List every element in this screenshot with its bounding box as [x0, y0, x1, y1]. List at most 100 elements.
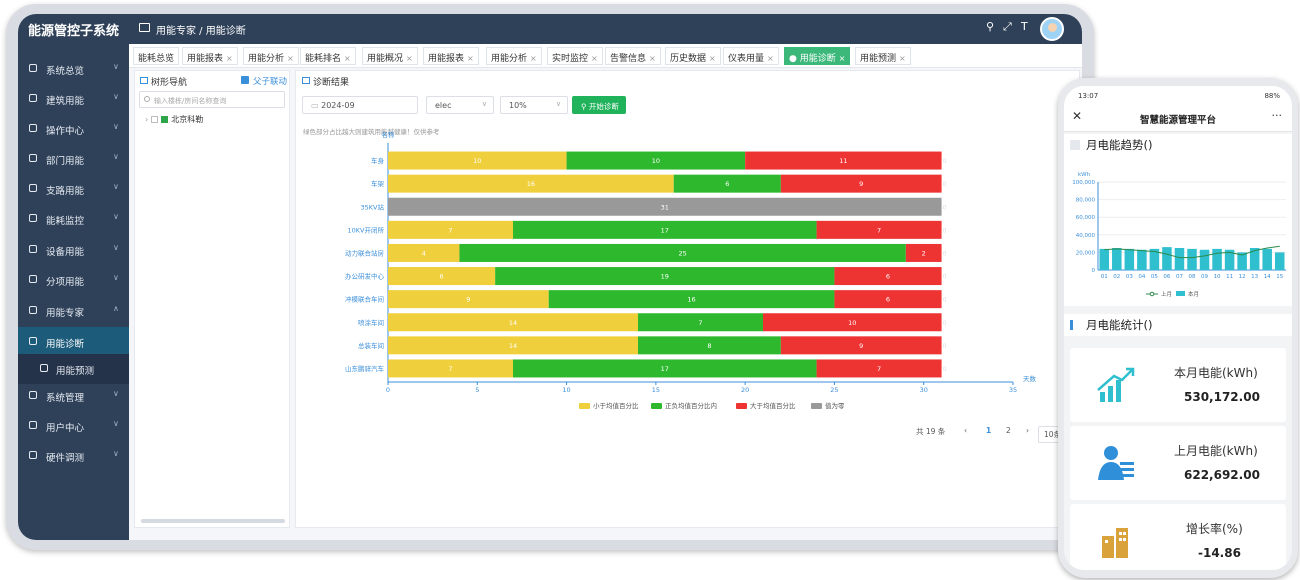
close-icon[interactable]: ✕ [1072, 109, 1083, 123]
category-label: 动力联合站房 [345, 248, 384, 257]
close-icon[interactable]: × [467, 54, 474, 63]
tab-9[interactable]: 历史数据 × [665, 47, 721, 65]
prev-page-button[interactable]: ‹ [964, 426, 967, 435]
legend-label: 小于均值百分比 [593, 401, 639, 410]
sidebar-item-dashboard[interactable]: 系统总览 ∨ [18, 54, 129, 84]
tree-scrollbar[interactable] [141, 519, 285, 523]
x-tick-label: 14 [1264, 274, 1271, 280]
phone-title: 智慧能源管理平台 [1139, 115, 1216, 126]
bar-segment [566, 151, 746, 170]
close-icon[interactable]: × [287, 54, 294, 63]
tab-1[interactable]: 用能报表 × [182, 47, 238, 65]
y-tick-label: 60,000 [1076, 215, 1096, 221]
bar-value-label: 9 [859, 342, 863, 350]
sidebar-item-building[interactable]: 建筑用能 ∨ [18, 84, 129, 114]
tablet-frame: 能源管控子系统 用能专家 / 用能诊断 ⚲ ⤢ T 系统总览 ∨ 建筑用能 ∨ 操作中心… [6, 4, 1094, 550]
close-icon[interactable]: × [649, 54, 656, 63]
status-time: 13:07 [1078, 92, 1099, 100]
search-icon[interactable]: ⚲ [986, 20, 995, 33]
bar-value-label: 17 [661, 226, 669, 234]
next-page-button[interactable]: › [1026, 426, 1029, 435]
close-icon[interactable]: × [899, 54, 906, 63]
y-tick-label: 80,000 [1076, 198, 1096, 204]
close-icon[interactable]: × [344, 54, 351, 63]
sidebar-item-label: 用户中心 [46, 423, 85, 434]
tree-search-input[interactable]: 输入楼栋/房间名称查询 [139, 91, 285, 108]
close-icon[interactable]: × [838, 54, 846, 63]
legend-swatch [579, 403, 590, 409]
link-checkbox[interactable] [241, 76, 249, 84]
close-icon[interactable]: × [709, 54, 716, 63]
tree-node-checkbox[interactable] [151, 116, 159, 123]
trend-bar [1187, 248, 1197, 270]
status-bar: 13:07 88% [1064, 86, 1292, 104]
tab-7[interactable]: 实时监控 × [547, 47, 603, 65]
total-count: 共 19 条 [916, 427, 946, 436]
close-icon[interactable]: × [767, 54, 774, 63]
sidebar-item-user[interactable]: 用户中心 ∨ [18, 411, 129, 441]
phone-header: ✕ 智慧能源管理平台 ··· [1064, 104, 1292, 132]
start-diagnosis-button[interactable]: ⚲ 开始诊断 [572, 96, 626, 114]
sidebar-item-department[interactable]: 部门用能 ∨ [18, 144, 129, 174]
section-icon [1070, 140, 1080, 150]
sidebar-item-grid[interactable]: 操作中心 ∨ [18, 114, 129, 144]
close-icon[interactable]: × [591, 54, 598, 63]
tab-12[interactable]: 用能预测 × [855, 47, 911, 65]
sidebar-item-diagnosis[interactable]: 用能诊断 [18, 327, 129, 357]
bar-value-label: 14 [509, 319, 517, 327]
threshold-select[interactable]: 10% ∨ [500, 96, 568, 114]
breadcrumb-icon [139, 23, 150, 32]
chevron-icon: ∨ [113, 419, 119, 428]
tab-label: 用能报表 [428, 54, 465, 64]
bar-value-label: 25 [679, 249, 687, 257]
sidebar-item-label: 硬件调测 [46, 453, 85, 464]
date-filter[interactable]: ▭ 2024-09 [302, 96, 418, 114]
bar-value-label: 17 [661, 365, 669, 373]
sidebar-item-label: 用能预测 [56, 366, 95, 377]
sidebar-item-device[interactable]: 设备用能 ∨ [18, 235, 129, 265]
chevron-icon: ∨ [113, 449, 119, 458]
search-icon: ⚲ [581, 102, 589, 111]
tree-node[interactable]: › 北京科勒 [145, 115, 204, 124]
sidebar-item-gear[interactable]: 系统管理 ∨ [18, 381, 129, 411]
tab-10[interactable]: 仪表用量 × [723, 47, 779, 65]
bar-segment [513, 359, 817, 378]
page-2-button[interactable]: 2 [1006, 426, 1011, 435]
chevron-icon: ∨ [113, 62, 119, 71]
tab-label: 用能分析 [491, 54, 528, 64]
bar-end-marker: 0 [943, 297, 947, 304]
tab-4[interactable]: 用能概况 × [362, 47, 418, 65]
chevron-icon: ∨ [113, 122, 119, 131]
tab-11[interactable]: ● 用能诊断 × [784, 47, 851, 65]
sidebar-item-pie[interactable]: 分项用能 ∨ [18, 265, 129, 295]
trend-chart: kWh 100,000 80,000 60,000 40,000 20,000 0 01 02 0… [1064, 156, 1292, 306]
page-1-button[interactable]: 1 [986, 426, 992, 435]
font-size-icon[interactable]: T [1021, 20, 1028, 33]
tab-5[interactable]: 用能报表 × [423, 47, 479, 65]
close-icon[interactable]: × [406, 54, 413, 63]
tab-6[interactable]: 用能分析 × [486, 47, 542, 65]
legend-label: 正负均值百分比内 [665, 401, 717, 410]
sidebar-item-forecast[interactable]: 用能预测 [18, 354, 129, 384]
bar-value-label: 6 [886, 296, 890, 304]
tab-0[interactable]: 能耗总览 [133, 47, 180, 65]
tab-3[interactable]: 能耗排名 × [300, 47, 356, 65]
tab-2[interactable]: 用能分析 × [243, 47, 299, 65]
trend-up-icon [1097, 367, 1135, 402]
trend-bar [1212, 248, 1222, 270]
avatar[interactable] [1040, 17, 1064, 41]
tab-8[interactable]: 告警信息 × [605, 47, 661, 65]
close-icon[interactable]: × [226, 54, 233, 63]
close-icon[interactable]: × [530, 54, 537, 63]
sidebar-item-monitor[interactable]: 能耗监控 ∨ [18, 204, 129, 234]
more-icon[interactable]: ··· [1271, 109, 1283, 122]
tab-label: 能耗排名 [305, 54, 342, 64]
sidebar-item-hardware[interactable]: 硬件调测 ∨ [18, 441, 129, 471]
sidebar-item-expert[interactable]: 用能专家 ∧ [18, 296, 129, 326]
legend-bar-swatch [1176, 291, 1185, 296]
fullscreen-icon[interactable]: ⤢ [1003, 20, 1012, 33]
energy-type-select[interactable]: elec ∨ [426, 96, 494, 114]
sidebar-item-branch[interactable]: 支路用能 ∨ [18, 174, 129, 204]
department-icon [29, 154, 37, 162]
tab-label: 用能预测 [860, 54, 897, 64]
